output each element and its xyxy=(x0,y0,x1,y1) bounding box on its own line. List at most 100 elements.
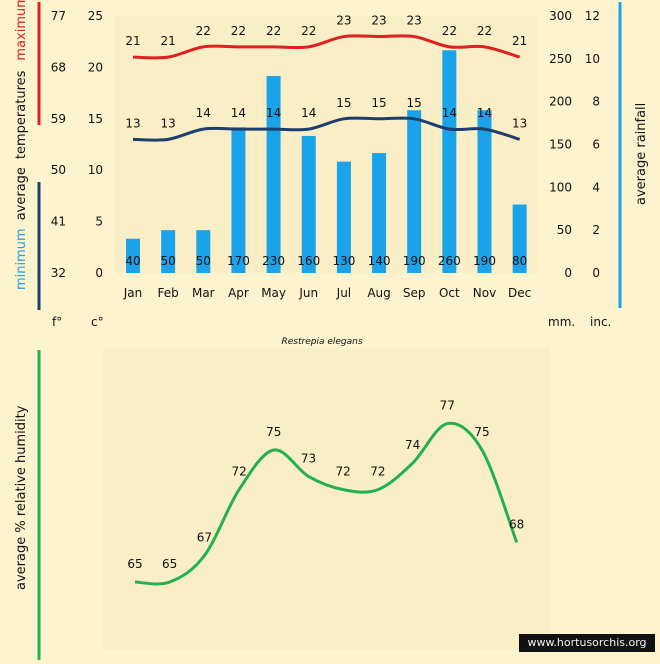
rainfall-mm-tick-label: 0 xyxy=(564,266,572,280)
rainfall-value-label: 190 xyxy=(473,254,496,268)
rainfall-bar xyxy=(161,230,176,273)
temperature-min-label: 14 xyxy=(477,106,492,120)
rainfall-bar xyxy=(266,75,281,273)
rainfall-axis-label: average rainfall xyxy=(634,103,649,205)
month-tick-label: Jan xyxy=(123,286,143,300)
humidity-value-label: 65 xyxy=(127,557,142,571)
fahrenheit-tick-label: 59 xyxy=(51,112,66,126)
temperature-max-label: 22 xyxy=(231,24,246,38)
rainfall-mm-tick-label: 100 xyxy=(549,180,572,194)
temperature-max-label: 22 xyxy=(266,24,281,38)
rainfall-bar xyxy=(196,230,211,273)
temperature-max-line xyxy=(132,34,521,60)
temperature-min-line xyxy=(132,116,521,142)
rainfall-mm-tick-label: 250 xyxy=(549,52,572,66)
average-label: average xyxy=(14,167,29,220)
humidity-value-label: 75 xyxy=(266,425,281,439)
temperature-min-label: 15 xyxy=(336,96,351,110)
temperature-axis-label: minimum average temperatures maximum xyxy=(14,0,29,290)
fahrenheit-unit-label: f° xyxy=(52,315,62,329)
rainfall-inch-tick-label: 6 xyxy=(592,138,600,152)
rainfall-value-label: 80 xyxy=(512,254,527,268)
humidity-value-label: 72 xyxy=(370,465,385,479)
month-tick-label: Oct xyxy=(439,286,460,300)
rainfall-mm-tick-label: 300 xyxy=(549,9,572,23)
month-tick-label: Jun xyxy=(298,286,318,300)
rainfall-mm-tick-label: 200 xyxy=(549,95,572,109)
temperature-max-label: 22 xyxy=(477,24,492,38)
watermark: www.hortusorchis.org xyxy=(519,634,655,652)
rainfall-inch-tick-label: 2 xyxy=(592,223,600,237)
temperature-max-label: 21 xyxy=(125,34,140,48)
rainfall-value-label: 160 xyxy=(297,254,320,268)
month-tick-label: Sep xyxy=(403,286,426,300)
month-tick-label: Feb xyxy=(158,286,179,300)
mm-unit-label: mm. xyxy=(548,315,575,329)
month-tick-label: Dec xyxy=(508,286,531,300)
rainfall-bar xyxy=(336,161,351,273)
rainfall-bar xyxy=(301,135,316,273)
rainfall-inch-tick-label: 4 xyxy=(592,180,600,194)
celsius-tick-label: 0 xyxy=(95,266,103,280)
celsius-tick-label: 5 xyxy=(95,215,103,229)
rainfall-bar xyxy=(126,238,140,273)
fahrenheit-tick-label: 50 xyxy=(51,163,66,177)
maximum-label: maximum xyxy=(14,0,29,61)
month-tick-label: Nov xyxy=(473,286,496,300)
fahrenheit-tick-label: 41 xyxy=(51,215,66,229)
rainfall-value-label: 260 xyxy=(438,254,461,268)
temperature-min-label: 14 xyxy=(231,106,246,120)
humidity-plot-area xyxy=(103,348,550,650)
celsius-tick-label: 15 xyxy=(88,112,103,126)
month-tick-label: Jul xyxy=(336,286,351,300)
temperature-max-label: 21 xyxy=(161,34,176,48)
minimum-label: minimum xyxy=(14,228,29,290)
rainfall-bar xyxy=(512,204,527,273)
temperature-max-label: 23 xyxy=(407,14,422,28)
humidity-value-label: 77 xyxy=(440,399,455,413)
celsius-tick-label: 25 xyxy=(88,9,103,23)
month-tick-label: Mar xyxy=(192,286,215,300)
temperature-min-label: 15 xyxy=(407,96,422,110)
temperature-min-label: 13 xyxy=(125,116,140,130)
humidity-value-label: 73 xyxy=(301,451,316,465)
rainfall-bar xyxy=(442,50,457,274)
rainfall-value-label: 190 xyxy=(403,254,426,268)
chart-title: Restrepia elegans xyxy=(281,337,362,347)
humidity-value-label: 72 xyxy=(231,465,246,479)
humidity-value-label: 74 xyxy=(405,438,420,452)
month-tick-label: Aug xyxy=(367,286,390,300)
temperature-min-label: 14 xyxy=(301,106,316,120)
rainfall-bar xyxy=(407,110,422,273)
temperature-max-label: 23 xyxy=(371,14,386,28)
rainfall-inch-tick-label: 10 xyxy=(585,52,600,66)
humidity-value-label: 68 xyxy=(509,517,524,531)
fahrenheit-tick-label: 32 xyxy=(51,266,66,280)
celsius-tick-label: 20 xyxy=(88,60,103,74)
rainfall-inch-tick-label: 8 xyxy=(592,95,600,109)
temperature-min-label: 14 xyxy=(266,106,281,120)
humidity-line xyxy=(134,421,519,586)
rainfall-value-label: 230 xyxy=(262,254,285,268)
temperature-min-label: 13 xyxy=(161,116,176,130)
rainfall-value-label: 50 xyxy=(161,254,176,268)
temperature-max-label: 22 xyxy=(196,24,211,38)
rainfall-bar xyxy=(231,127,246,273)
rainfall-mm-tick-label: 150 xyxy=(549,138,572,152)
humidity-value-label: 67 xyxy=(197,531,212,545)
month-tick-label: May xyxy=(261,286,286,300)
temperature-min-label: 15 xyxy=(371,96,386,110)
humidity-value-label: 75 xyxy=(474,425,489,439)
fahrenheit-tick-label: 68 xyxy=(51,60,66,74)
month-tick-label: Apr xyxy=(228,286,249,300)
temperature-min-label: 13 xyxy=(512,116,527,130)
inch-unit-label: inc. xyxy=(590,315,611,329)
rainfall-value-label: 140 xyxy=(368,254,391,268)
rainfall-bar xyxy=(372,153,387,273)
temperature-rainfall-plot-area xyxy=(115,16,538,273)
rainfall-value-label: 50 xyxy=(196,254,211,268)
rainfall-value-label: 170 xyxy=(227,254,250,268)
rainfall-value-label: 40 xyxy=(125,254,140,268)
celsius-unit-label: c° xyxy=(91,315,104,329)
